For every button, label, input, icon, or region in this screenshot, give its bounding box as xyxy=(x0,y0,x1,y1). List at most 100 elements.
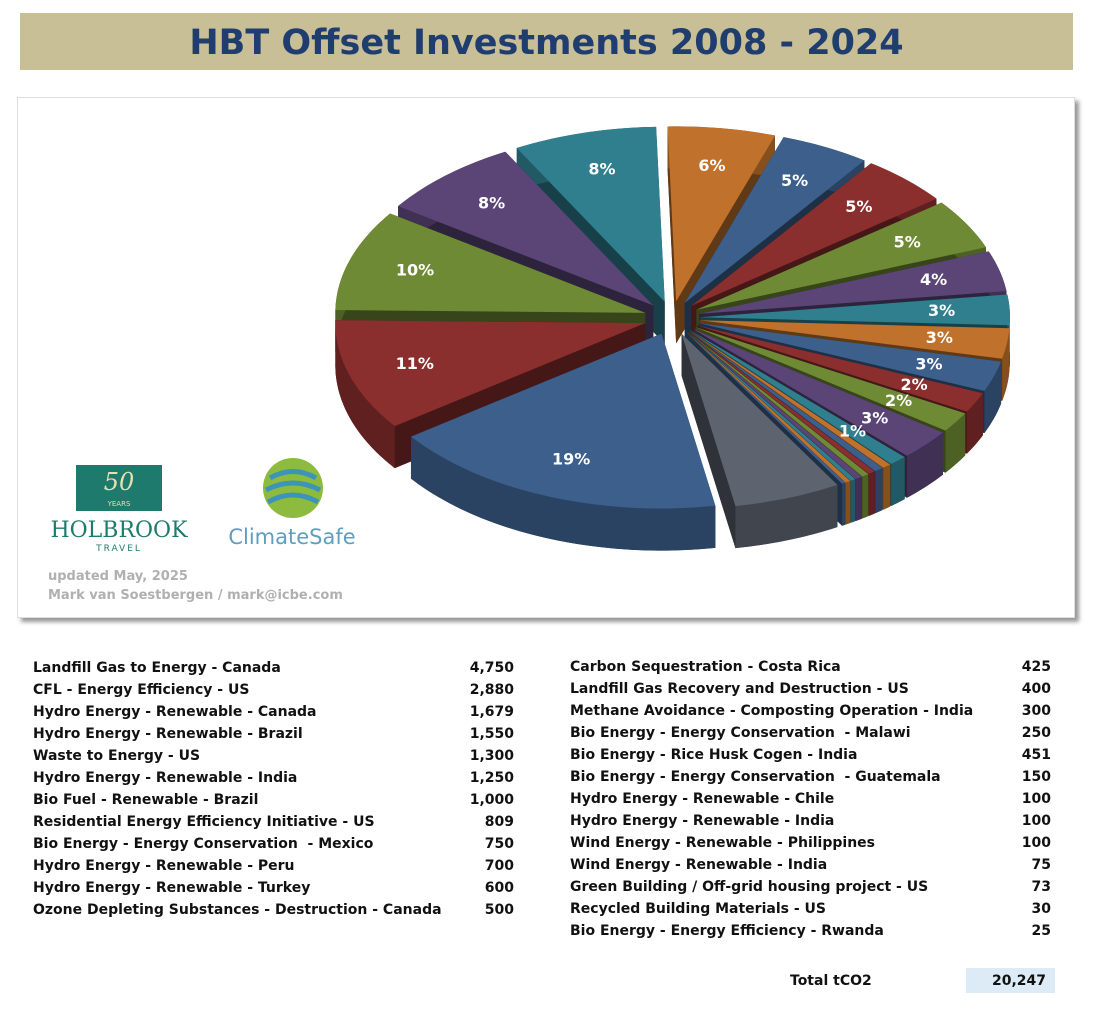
table-name: CFL - Energy Efficiency - US xyxy=(33,682,250,698)
table-name: Hydro Energy - Renewable - Canada xyxy=(33,704,317,720)
pie-slice xyxy=(691,163,937,306)
pie-slice xyxy=(688,331,875,474)
pie-slice xyxy=(686,332,846,484)
pie-slice xyxy=(689,330,891,468)
data-label: 3% xyxy=(928,301,955,320)
pie-slice xyxy=(684,137,865,304)
data-label: 3% xyxy=(915,354,942,373)
table-name: Ozone Depleting Substances - Destruction… xyxy=(33,902,442,918)
table-name: Landfill Gas to Energy - Canada xyxy=(33,660,281,676)
title: HBT Offset Investments 2008 - 2024 xyxy=(20,13,1073,70)
pie-side xyxy=(875,468,883,514)
pie-slice xyxy=(686,332,856,481)
pie-slice xyxy=(699,294,1010,326)
table-name: Bio Energy - Rice Husk Cogen - India xyxy=(570,747,858,763)
table-name: Recycled Building Materials - US xyxy=(570,901,826,917)
total-box xyxy=(966,968,1055,993)
table-name: Bio Fuel - Renewable - Brazil xyxy=(33,792,259,808)
pie-slice xyxy=(690,330,905,464)
data-label: 11% xyxy=(396,354,434,373)
table-value: 400 xyxy=(1021,681,1051,697)
table-name: Bio Energy - Energy Conservation - Mexic… xyxy=(33,836,374,852)
pie-slice xyxy=(687,332,862,479)
logo-travel: TRAVEL xyxy=(95,544,142,554)
pie-slice xyxy=(667,126,776,302)
pie-side xyxy=(410,436,716,551)
pie-slice xyxy=(695,327,966,431)
data-label: 3% xyxy=(861,409,888,428)
data-label: 4% xyxy=(920,270,947,289)
table-name: Green Building / Off-grid housing projec… xyxy=(570,879,929,895)
table-value: 1,550 xyxy=(469,726,514,742)
pie-side xyxy=(667,126,677,344)
table-name: Bio Energy - Energy Efficiency - Rwanda xyxy=(570,923,884,939)
pie-side xyxy=(845,480,851,525)
data-label: 1% xyxy=(839,421,866,440)
table-value: 809 xyxy=(484,814,514,830)
table-name: Carbon Sequestration - Costa Rica xyxy=(570,659,841,675)
pie-side xyxy=(681,333,736,549)
pie-side xyxy=(945,413,966,473)
table-value: 451 xyxy=(1021,747,1051,763)
table-name: Hydro Energy - Renewable - India xyxy=(33,770,298,786)
table-name: Hydro Energy - Renewable - Brazil xyxy=(33,726,303,742)
table-name: Waste to Energy - US xyxy=(33,748,201,764)
data-label: 10% xyxy=(396,261,434,280)
table-name: Bio Energy - Energy Conservation - Malaw… xyxy=(570,725,911,741)
table-value: 100 xyxy=(1021,813,1051,829)
pie-slice xyxy=(686,332,851,483)
pie-side xyxy=(335,320,395,469)
pie-side xyxy=(906,432,943,498)
table-name: Bio Energy - Energy Conservation - Guate… xyxy=(570,769,941,785)
table-value: 30 xyxy=(1031,901,1051,917)
table-name: Hydro Energy - Renewable - Peru xyxy=(33,858,295,874)
logo-box xyxy=(76,465,162,511)
total-value: 20,247 xyxy=(991,973,1046,989)
table-value: 700 xyxy=(484,858,514,874)
data-label: 19% xyxy=(552,450,590,469)
pie-slice xyxy=(398,151,654,306)
pie-slice xyxy=(699,251,1007,314)
data-label: 5% xyxy=(781,171,808,190)
table-value: 100 xyxy=(1021,835,1051,851)
table-value: 1,250 xyxy=(469,770,514,786)
table-value: 600 xyxy=(484,880,514,896)
pie-slice xyxy=(698,323,1002,391)
globe-stripes xyxy=(264,469,322,505)
pie-slice xyxy=(410,333,716,509)
data-label: 5% xyxy=(845,197,872,216)
logo-years: 50 xyxy=(104,468,135,496)
note-updated: updated May, 2025 xyxy=(48,569,188,584)
data-label: 3% xyxy=(926,328,953,347)
table-name: Hydro Energy - Renewable - India xyxy=(570,813,835,829)
pie-slice xyxy=(696,202,986,310)
table-value: 250 xyxy=(1021,725,1051,741)
pie-side xyxy=(735,485,838,549)
table-name: Methane Avoidance - Composting Operation… xyxy=(570,703,974,719)
pie-side xyxy=(850,479,856,523)
table-value: 300 xyxy=(1021,703,1051,719)
pie-slice xyxy=(335,320,646,427)
table-name: Residential Energy Efficiency Initiative… xyxy=(33,814,375,830)
pie-side xyxy=(891,457,905,506)
table-value: 75 xyxy=(1031,857,1051,873)
pie-side xyxy=(984,361,1002,433)
data-label: 2% xyxy=(901,375,928,394)
table-value: 1,000 xyxy=(469,792,514,808)
table-name: Landfill Gas Recovery and Destruction - … xyxy=(570,681,909,697)
data-label: 8% xyxy=(588,159,615,178)
pie-slice xyxy=(516,126,665,302)
table-value: 4,750 xyxy=(469,660,514,676)
pie-slice xyxy=(689,331,883,472)
pie-slice xyxy=(688,331,869,477)
table-name: Hydro Energy - Renewable - Chile xyxy=(570,791,835,807)
pie-slice xyxy=(335,213,646,313)
total-label: Total tCO2 xyxy=(790,973,872,989)
table-value: 1,300 xyxy=(469,748,514,764)
data-label: 2% xyxy=(885,391,912,410)
table-value: 100 xyxy=(1021,791,1051,807)
pie-side xyxy=(855,476,862,521)
pie-side xyxy=(862,474,869,519)
logo-years-word: YEARS xyxy=(107,500,131,508)
